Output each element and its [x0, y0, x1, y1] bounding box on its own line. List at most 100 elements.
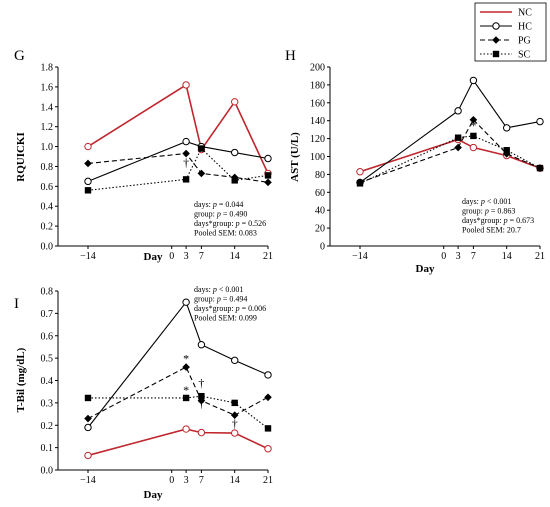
data-point: [356, 168, 364, 176]
series-line: [87, 428, 269, 457]
series-line: [359, 118, 541, 183]
data-point: [231, 356, 239, 365]
y-tick-label: 0.7: [41, 309, 54, 320]
y-axis-label: RQUICKI: [15, 132, 27, 182]
series-pg: [84, 149, 272, 187]
stats-line: Pooled SEM: 0.083: [194, 229, 257, 238]
data-point: [454, 134, 462, 141]
series-line: [87, 140, 269, 182]
x-tick-label: 3: [184, 251, 189, 262]
data-point: [469, 76, 478, 85]
legend-label: HC: [518, 22, 532, 33]
data-point: [182, 137, 190, 146]
y-tick-label: 100: [310, 152, 325, 163]
data-point: [264, 172, 272, 179]
y-tick-label: 20: [315, 224, 325, 235]
stats-line: Pooled SEM: 0.099: [194, 314, 257, 323]
series-line: [359, 138, 541, 173]
x-tick-label: 21: [263, 475, 273, 486]
y-tick-label: 160: [310, 98, 325, 109]
data-point: [231, 399, 238, 407]
data-point: [231, 98, 239, 106]
data-point: [231, 429, 239, 437]
y-tick-label: 0.1: [41, 443, 54, 454]
data-point: [454, 143, 462, 152]
data-point: [264, 445, 272, 453]
stats-line: group: p = 0.490: [194, 210, 247, 219]
stats-line: days*group: p = 0.006: [194, 304, 266, 313]
significance-mark: †: [198, 396, 204, 410]
y-tick-label: 0.8: [41, 287, 54, 298]
stats-line: days: p < 0.001: [462, 197, 511, 206]
legend-label: SC: [518, 50, 531, 61]
y-axis-label: AST (U/L): [289, 132, 301, 182]
x-axis-label: Day: [144, 251, 163, 263]
y-tick-label: 140: [310, 116, 325, 127]
panel-letter: G: [14, 48, 25, 64]
x-tick-label: −14: [80, 251, 96, 262]
y-tick-label: 200: [310, 63, 325, 74]
x-tick-label: 14: [502, 251, 512, 262]
data-point: [197, 169, 206, 178]
data-point: [84, 394, 92, 402]
stats-line: days*group: p = 0.526: [194, 219, 266, 228]
data-point: [182, 149, 190, 158]
y-tick-label: 180: [310, 80, 325, 91]
y-tick-label: 1.0: [41, 142, 54, 153]
panel-letter: I: [14, 296, 19, 312]
x-tick-label: 3: [456, 251, 461, 262]
x-tick-label: −14: [80, 475, 96, 486]
x-tick-label: 0: [441, 251, 446, 262]
series-hc: [84, 298, 272, 432]
stats-line: group: p = 0.863: [462, 207, 515, 216]
series-sc: [84, 392, 272, 432]
x-tick-label: 14: [230, 475, 240, 486]
y-tick-label: 120: [310, 134, 325, 145]
stats-line: group: p = 0.494: [194, 295, 247, 304]
y-axis-label: T-Bil (mg/dL): [15, 347, 27, 412]
data-point: [469, 116, 478, 124]
data-point: [182, 425, 190, 433]
y-tick-label: 0.0: [41, 466, 54, 477]
series-line: [88, 395, 269, 429]
data-point: [264, 425, 272, 432]
data-point: [230, 411, 239, 419]
panel-g: G 0.0 0.2 0.4 0.6 0.8 1.0 1.2 1.4 1.6 1.8 −14 0 3 7 14 2…: [14, 48, 273, 263]
significance-mark: *: [183, 383, 189, 397]
y-tick-label: 0.4: [41, 376, 54, 387]
stats-line: Pooled SEM: 20.7: [462, 226, 521, 235]
stats-line: days: p = 0.044: [194, 200, 243, 209]
data-point: [182, 298, 190, 306]
x-tick-label: 7: [199, 251, 204, 262]
data-point: [356, 180, 364, 187]
significance-mark: *: [470, 119, 476, 133]
data-point: [264, 393, 272, 402]
y-tick-label: 1.8: [41, 63, 54, 74]
series-nc: [356, 135, 544, 176]
y-tick-label: 1.4: [41, 102, 54, 113]
y-tick-label: 0.2: [41, 222, 54, 233]
data-point: [182, 81, 190, 89]
y-tick-label: 0.5: [41, 354, 54, 365]
data-point: [536, 117, 544, 126]
series-nc: [84, 81, 272, 178]
data-point: [182, 176, 190, 183]
data-point: [231, 177, 238, 184]
panel-i: I 0.0 0.1 0.2 0.3 0.4 0.5 0.6 0.7 0.8 −14 0 3 7 14 21 Da…: [14, 285, 273, 501]
data-point: [84, 177, 92, 186]
y-tick-label: 40: [315, 206, 325, 217]
y-tick-label: 0.2: [41, 421, 54, 432]
x-tick-label: 0: [169, 251, 174, 262]
series-pg: [84, 363, 272, 423]
data-point: [536, 164, 544, 172]
data-point: [197, 428, 206, 437]
y-tick-label: 80: [315, 170, 325, 181]
data-point: [264, 154, 272, 163]
series-line: [87, 83, 269, 174]
data-point: [182, 394, 190, 402]
data-point: [182, 363, 190, 371]
legend-marker: [492, 50, 500, 58]
data-point: [503, 124, 511, 132]
